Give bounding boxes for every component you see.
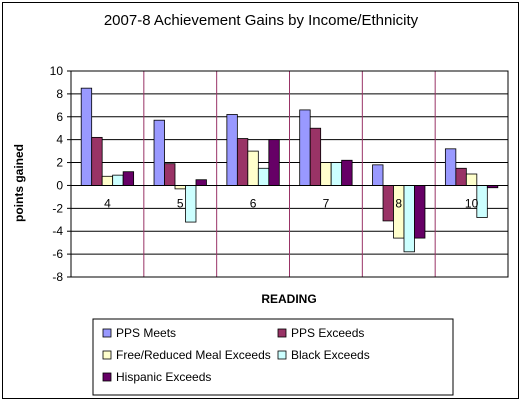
legend-swatch bbox=[102, 350, 112, 360]
bar bbox=[122, 171, 135, 186]
chart-frame: 2007-8 Achievement Gains by Income/Ethni… bbox=[2, 2, 519, 399]
bar bbox=[393, 185, 405, 239]
y-tick-label: 8 bbox=[56, 87, 63, 101]
legend-swatch bbox=[277, 350, 287, 360]
y-tick-label: 10 bbox=[50, 64, 64, 78]
y-tick-label: -2 bbox=[52, 201, 63, 215]
bar bbox=[299, 109, 311, 186]
bar bbox=[101, 175, 114, 186]
y-tick-label: 6 bbox=[56, 110, 63, 124]
bar bbox=[465, 173, 478, 186]
bar bbox=[195, 179, 207, 186]
legend-swatch bbox=[102, 372, 112, 382]
bar bbox=[330, 162, 343, 186]
bar bbox=[91, 136, 103, 186]
x-tick-label: 7 bbox=[323, 196, 330, 210]
legend-label: PPS Exceeds bbox=[291, 326, 364, 340]
bar bbox=[403, 185, 415, 253]
bar bbox=[153, 119, 165, 186]
legend-label: Free/Reduced Meal Exceeds bbox=[116, 348, 271, 362]
bar bbox=[414, 185, 426, 239]
bar bbox=[174, 185, 186, 190]
bar bbox=[372, 164, 384, 186]
x-tick-label: 4 bbox=[104, 196, 111, 210]
legend-swatch bbox=[102, 328, 112, 338]
chart-title: 2007-8 Achievement Gains by Income/Ethni… bbox=[104, 12, 419, 29]
y-tick-label: -8 bbox=[52, 270, 63, 284]
x-tick-label: 6 bbox=[250, 196, 257, 210]
x-axis-title: READING bbox=[261, 292, 316, 306]
bar bbox=[341, 159, 353, 186]
bar bbox=[112, 174, 124, 186]
y-axis-title: points gained bbox=[12, 144, 26, 222]
bar bbox=[257, 167, 270, 186]
y-tick-label: -6 bbox=[52, 247, 63, 261]
y-tick-label: -4 bbox=[52, 224, 63, 238]
x-tick-label: 8 bbox=[395, 196, 402, 210]
legend: PPS Meets PPS Exceeds Free/Reduced Meal Ex… bbox=[92, 318, 454, 396]
plot-area: -8 -6 -4 -2 0 2 4 6 8 10 4 5 6 7 8 10 bbox=[50, 64, 509, 284]
legend-box bbox=[92, 318, 454, 396]
x-tick-label: 5 bbox=[177, 196, 184, 210]
bar bbox=[247, 150, 259, 186]
bar bbox=[309, 127, 322, 186]
y-tick-label: 0 bbox=[56, 178, 63, 192]
legend-label: PPS Meets bbox=[116, 326, 176, 340]
bar bbox=[236, 138, 249, 186]
plot-border bbox=[70, 70, 509, 278]
bar bbox=[476, 185, 488, 218]
bar bbox=[382, 185, 394, 222]
bar bbox=[164, 163, 176, 186]
y-tick-label: 4 bbox=[56, 133, 63, 147]
x-tick-label: 10 bbox=[465, 196, 479, 210]
legend-label: Hispanic Exceeds bbox=[116, 370, 211, 384]
legend-label: Black Exceeds bbox=[291, 348, 370, 362]
bar bbox=[226, 114, 238, 186]
bar bbox=[455, 167, 467, 186]
y-tick-label: 2 bbox=[56, 156, 63, 170]
legend-swatch bbox=[277, 328, 287, 338]
bar bbox=[80, 87, 93, 186]
bar bbox=[268, 139, 280, 186]
bar-chart: 2007-8 Achievement Gains by Income/Ethni… bbox=[12, 12, 509, 396]
bar bbox=[444, 148, 457, 186]
bar bbox=[185, 185, 197, 223]
bar bbox=[320, 162, 332, 186]
